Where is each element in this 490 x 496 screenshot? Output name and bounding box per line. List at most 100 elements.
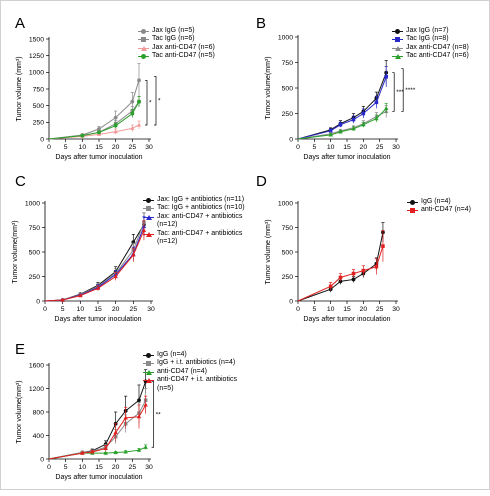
legend-item: Jax anti-CD47 (n=8)	[392, 44, 469, 52]
legend-swatch	[138, 52, 149, 60]
legend-item: Jax IgG (n=5)	[138, 27, 215, 35]
y-tick-label: 0	[36, 298, 40, 305]
series-line	[48, 124, 140, 140]
legend-label: Jax anti-CD47 (n=8)	[406, 43, 469, 51]
legend-a: Jax IgG (n=5) Tac IgG (n=6) Jax anti-CD47 …	[138, 27, 215, 61]
legend-label: IgG (n=4)	[421, 198, 451, 205]
legend-marker	[146, 206, 151, 212]
x-tick-label: 5	[64, 144, 68, 151]
legend-label: anti-CD47 (n=4)	[421, 206, 471, 214]
legend-marker	[410, 208, 415, 214]
x-tick-label: 5	[312, 144, 316, 151]
y-tick-label: 750	[282, 60, 294, 67]
legend-swatch	[143, 359, 154, 367]
legend-label: Jax: IgG + antibiotics (n=11)	[157, 196, 245, 203]
legend-item: Tac IgG (n=6)	[138, 35, 215, 43]
x-tick-label: 30	[145, 464, 153, 471]
x-tick-label: 10	[327, 144, 335, 151]
data-point	[95, 285, 101, 290]
data-point	[136, 122, 142, 127]
legend-label: IgG (n=4)	[157, 351, 187, 358]
y-tick-label: 750	[33, 86, 45, 93]
data-point	[374, 264, 379, 269]
significance-bracket	[401, 68, 404, 112]
x-tick-label: 10	[79, 144, 87, 151]
significance-bracket	[151, 381, 155, 448]
legend-swatch	[138, 35, 149, 43]
data-point	[90, 449, 95, 454]
legend-label: Jax IgG (n=7)	[406, 27, 449, 34]
y-axis-label: Tumor volume(mm³)	[265, 56, 272, 119]
y-tick-label: 750	[282, 225, 294, 232]
legend-label: Jax IgG (n=5)	[152, 27, 195, 34]
legend-item: Tac IgG (n=8)	[392, 35, 469, 43]
legend-swatch	[143, 376, 154, 384]
data-point	[338, 129, 343, 134]
legend-marker	[146, 231, 152, 237]
data-point	[361, 268, 366, 273]
x-tick-label: 15	[343, 306, 351, 313]
x-tick-label: 25	[130, 306, 138, 313]
y-axis-label: Tumor volume (mm³)	[265, 219, 272, 284]
data-point	[136, 447, 142, 452]
panel-letter: A	[15, 15, 26, 32]
legend-swatch	[392, 52, 403, 60]
legend-label: anti-CD47 (n=4)	[157, 367, 207, 375]
data-point	[113, 123, 118, 128]
legend-item: IgG + i.t. antibiotics (n=4)	[143, 359, 246, 367]
series-line	[48, 404, 147, 460]
series-line	[48, 446, 146, 460]
data-point	[78, 293, 83, 298]
x-tick-label: 20	[360, 144, 368, 151]
x-axis-label: Days after tumor inoculation	[54, 316, 141, 323]
legend-item: Tac: anti-CD47 + antibiotics (n=12)	[143, 230, 246, 247]
x-tick-label: 0	[296, 306, 300, 313]
panel-letter: C	[15, 173, 26, 190]
legend-swatch	[143, 196, 154, 204]
x-axis-label: Days after tumor inoculation	[55, 474, 142, 481]
series-line	[297, 76, 387, 140]
y-tick-label: 0	[40, 136, 44, 143]
legend-item: Jax: anti-CD47 + antibiotics (n=12)	[143, 213, 246, 230]
legend-marker	[141, 37, 146, 43]
y-tick-label: 0	[289, 298, 293, 305]
x-tick-label: 0	[47, 144, 51, 151]
data-point	[103, 450, 108, 455]
data-point	[361, 122, 366, 127]
y-tick-label: 400	[33, 433, 45, 440]
data-point	[80, 133, 85, 138]
legend-swatch	[143, 351, 154, 359]
legend-marker	[146, 198, 151, 203]
y-tick-label: 1000	[29, 70, 44, 77]
data-point	[381, 244, 385, 248]
legend-label: Jax anti-CD47 (n=6)	[152, 43, 215, 51]
legend-marker	[395, 54, 401, 60]
legend-item: anti-CD47 + i.t. antibiotics (n=5)	[143, 376, 246, 393]
legend-swatch	[138, 27, 149, 35]
x-tick-label: 20	[112, 306, 120, 313]
legend-label: Jax: anti-CD47 + antibiotics (n=12)	[157, 212, 243, 229]
data-point	[113, 274, 118, 279]
legend-marker	[395, 29, 400, 34]
y-tick-label: 1200	[29, 386, 44, 393]
legend-marker	[141, 45, 147, 51]
legend-item: anti-CD47 (n=4)	[143, 368, 246, 376]
data-point	[123, 449, 128, 454]
legend-swatch	[143, 230, 154, 238]
y-axis-label: Tumor volume (mm³)	[16, 56, 23, 121]
data-point	[328, 284, 333, 289]
data-point	[351, 277, 356, 282]
data-point	[143, 444, 148, 449]
y-tick-label: 1000	[278, 200, 293, 207]
legend-marker	[395, 37, 400, 43]
legend-swatch	[407, 206, 418, 214]
y-axis-label: Tumor volume(mm³)	[12, 220, 19, 283]
significance-label: ***	[396, 89, 404, 96]
legend-marker	[141, 54, 146, 60]
series-line	[48, 101, 140, 140]
data-point	[113, 129, 118, 134]
panel-b: B 0 250 500 750 1000 0 5 10 15 20 25 30 Days after t…	[246, 1, 490, 163]
panel-letter: B	[256, 15, 267, 32]
